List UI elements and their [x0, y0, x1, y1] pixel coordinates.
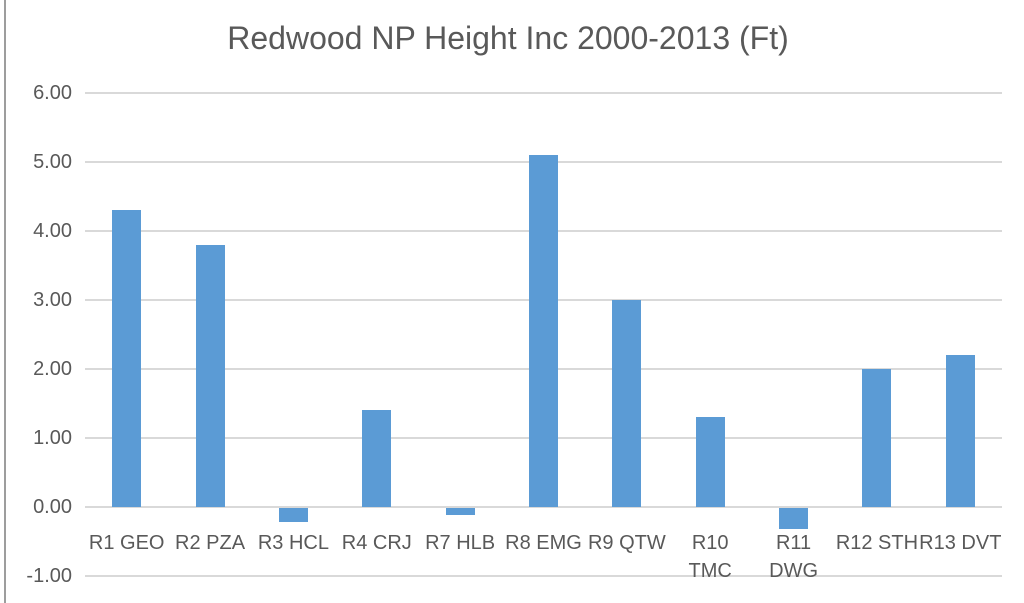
bar-r2-pza [195, 244, 225, 507]
x-axis-tick-label: R3 HCL [252, 529, 335, 557]
bar-r9-qtw [612, 300, 642, 507]
x-axis-tick-label-line: R12 STH [835, 532, 919, 554]
x-axis-tick-label-line: R1 GEO [88, 532, 165, 554]
x-axis-tick-label-line: TMC [688, 560, 732, 582]
chart-title: Redwood NP Height Inc 2000-2013 (Ft) [227, 20, 789, 56]
y-axis-tick-label: 4.00 [33, 220, 72, 242]
x-axis-tick-label-line: R8 EMG [505, 532, 582, 554]
x-axis-tick-label-line: R3 HCL [257, 532, 329, 554]
gridline [85, 92, 1002, 94]
y-axis-tick-label: 3.00 [33, 289, 72, 311]
x-axis-tick-label-line: R2 PZA [175, 532, 246, 554]
bar-r7-hlb [445, 508, 475, 515]
x-axis-tick-label: R4 CRJ [335, 529, 418, 557]
x-axis-tick-label-line: R7 HLB [425, 532, 496, 554]
x-axis-tick-label: R7 HLB [418, 529, 501, 557]
x-axis-tick-label-line: R11 [775, 532, 812, 554]
y-axis-tick-label: 6.00 [33, 82, 72, 104]
x-axis-tick-label: R1 GEO [85, 529, 168, 557]
gridline [85, 575, 1002, 577]
x-axis-tick-label-line: DWG [769, 560, 819, 582]
y-axis-tick-label: 2.00 [33, 358, 72, 380]
x-axis-tick-label: R12 STH [835, 529, 918, 557]
bar-r3-hcl [278, 508, 308, 522]
x-axis-tick-label-line: R9 QTW [587, 532, 666, 554]
y-axis-tick-label: -1.00 [26, 565, 72, 587]
window-left-border [4, 0, 6, 603]
bar-r12-sth [862, 369, 892, 507]
y-axis-tick-label: 1.00 [33, 427, 72, 449]
bar-r4-crj [362, 410, 392, 507]
gridline [85, 506, 1002, 508]
bar-r13-dvt [945, 355, 975, 507]
x-axis-tick-label: R2 PZA [168, 529, 251, 557]
y-axis-tick-label: 5.00 [33, 151, 72, 173]
x-axis-tick-label: R8 EMG [502, 529, 585, 557]
x-axis-tick-label-line: R13 DVT [919, 532, 1002, 554]
x-axis-tick-label-line: R4 CRJ [341, 532, 412, 554]
y-axis-tick-label: 0.00 [33, 496, 72, 518]
bar-r8-emg [529, 155, 558, 507]
bar-r11-dwg [779, 508, 809, 529]
bar-r1-geo [112, 210, 142, 507]
x-axis-tick-label: R13 DVT [919, 529, 1002, 557]
x-axis-tick-label-line: R10 [691, 532, 729, 554]
x-axis-tick-label: R10 TMC [669, 529, 752, 585]
bar-r10-tmc [695, 417, 725, 507]
x-axis-tick-label: R11 DWG [752, 529, 835, 585]
x-axis-tick-label: R9 QTW [585, 529, 668, 557]
